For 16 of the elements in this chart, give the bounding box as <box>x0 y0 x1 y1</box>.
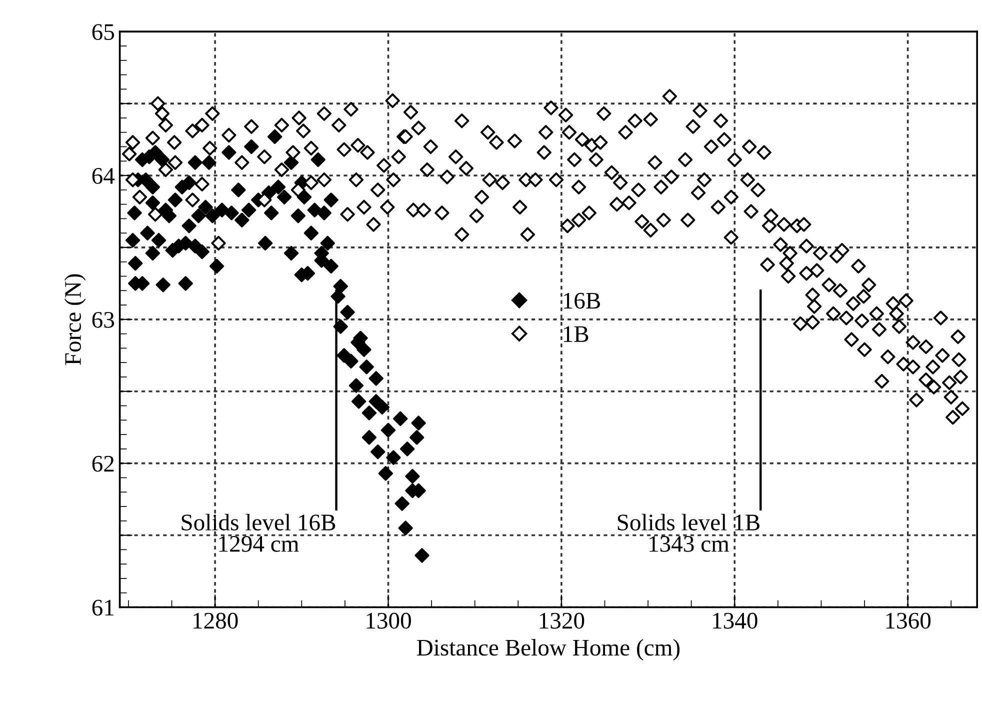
y-tick-label: 61 <box>92 600 114 616</box>
x-axis-title: Distance Below Home (cm) <box>417 639 680 660</box>
x-tick-label: 1340 <box>713 612 758 629</box>
ref-line-label: Solids level 16B 1294 cm <box>182 514 336 552</box>
y-tick-label: 65 <box>92 24 114 40</box>
x-tick-label: 1360 <box>886 612 931 629</box>
y-tick-label: 64 <box>92 168 115 184</box>
x-tick-label: 1320 <box>540 612 584 629</box>
ref-line-label: Solids level 1B 1343 cm <box>618 514 760 552</box>
y-tick-label: 62 <box>92 456 114 472</box>
legend-label: 1B <box>564 326 588 342</box>
x-tick-label: 1300 <box>366 612 411 629</box>
x-tick-label: 1280 <box>194 612 238 629</box>
y-tick-label: 63 <box>92 312 114 328</box>
legend-label: 16B <box>564 292 600 309</box>
y-axis-title: Force (N) <box>64 274 86 365</box>
